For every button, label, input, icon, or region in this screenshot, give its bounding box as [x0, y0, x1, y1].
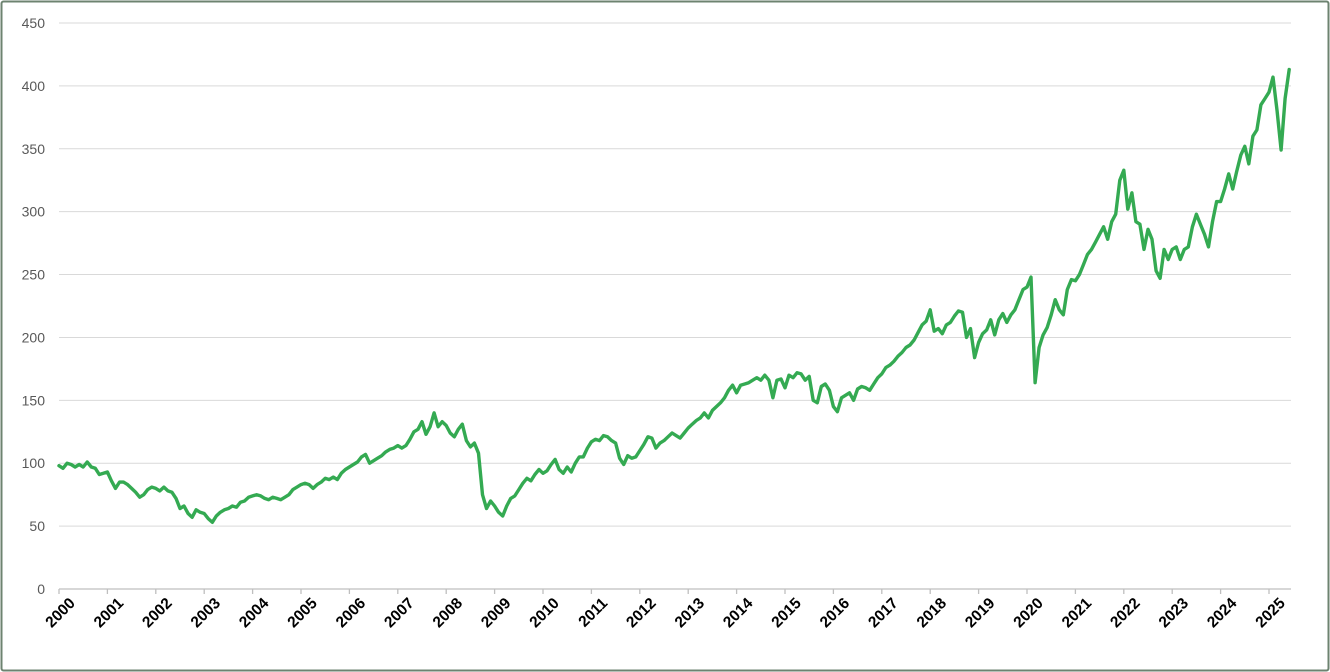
x-axis-label: 2003 — [188, 595, 225, 632]
x-axis-label: 2023 — [1156, 595, 1193, 632]
x-axis-label: 2008 — [430, 595, 467, 632]
x-axis-label: 2006 — [333, 595, 370, 632]
x-axis-label: 2015 — [768, 595, 805, 632]
x-axis-label: 2020 — [1010, 595, 1046, 631]
x-axis-label: 2002 — [139, 595, 175, 631]
y-axis-label: 350 — [22, 141, 46, 157]
y-axis-label: 300 — [22, 204, 46, 220]
y-axis-label: 150 — [22, 392, 46, 408]
x-axis-label: 2004 — [236, 595, 273, 632]
x-axis-label: 2011 — [575, 595, 611, 631]
x-axis-label: 2025 — [1252, 595, 1289, 632]
x-axis-label: 2019 — [962, 595, 999, 632]
x-axis-label: 2018 — [914, 595, 951, 632]
y-axis-label: 50 — [29, 518, 45, 534]
x-axis-label: 2000 — [42, 595, 78, 631]
y-axis-label: 0 — [37, 581, 45, 597]
x-axis-label: 2017 — [865, 595, 901, 631]
y-axis-label: 400 — [22, 78, 46, 94]
y-axis-label: 100 — [22, 455, 46, 471]
y-axis-label: 200 — [22, 329, 46, 345]
x-axis-label: 2016 — [817, 595, 854, 632]
x-axis-label: 2001 — [91, 595, 128, 632]
y-axis-label: 250 — [22, 267, 46, 283]
x-axis-label: 2009 — [478, 595, 515, 632]
x-axis-label: 2022 — [1107, 595, 1143, 631]
x-axis-label: 2013 — [672, 595, 709, 632]
x-axis-label: 2005 — [284, 595, 321, 632]
series-line — [57, 67, 1291, 524]
x-axis-label: 2021 — [1059, 595, 1096, 632]
x-axis-label: 2024 — [1204, 595, 1241, 632]
x-axis-label: 2010 — [526, 595, 562, 631]
x-axis-label: 2014 — [720, 595, 757, 632]
x-axis-label: 2007 — [381, 595, 417, 631]
x-axis-label: 2012 — [623, 595, 659, 631]
y-axis-label: 450 — [22, 15, 46, 31]
